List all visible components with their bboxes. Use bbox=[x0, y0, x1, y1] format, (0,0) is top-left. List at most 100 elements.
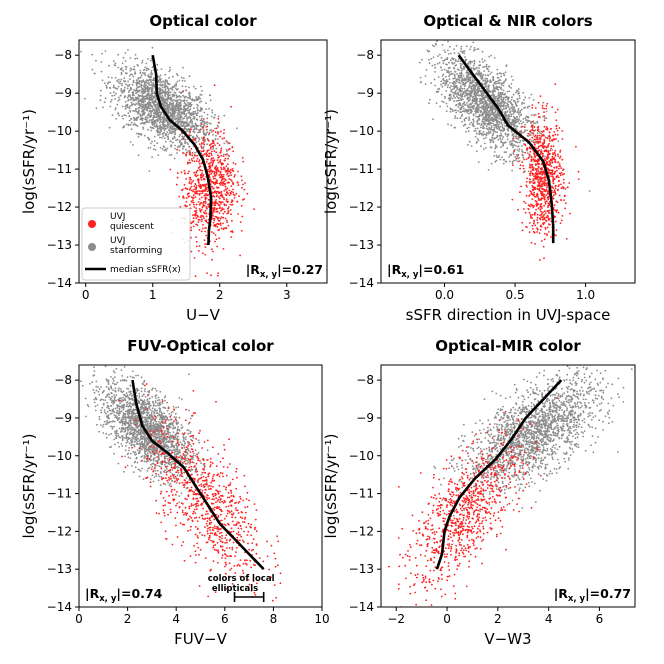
data-point bbox=[224, 157, 227, 160]
data-point bbox=[95, 59, 97, 62]
data-point bbox=[216, 190, 219, 193]
data-point bbox=[191, 125, 194, 127]
data-point bbox=[432, 37, 434, 39]
data-point bbox=[511, 109, 514, 112]
data-point bbox=[220, 163, 223, 166]
data-point bbox=[517, 160, 519, 163]
data-point bbox=[114, 98, 116, 100]
data-point bbox=[209, 167, 212, 169]
scatter-points bbox=[414, 37, 591, 261]
data-point bbox=[460, 115, 463, 118]
data-point bbox=[207, 203, 209, 206]
data-point bbox=[150, 97, 153, 100]
data-point bbox=[129, 78, 131, 80]
data-point bbox=[182, 90, 185, 92]
data-point bbox=[203, 239, 206, 242]
data-point bbox=[175, 102, 178, 105]
data-point bbox=[480, 114, 483, 116]
data-point bbox=[136, 113, 139, 115]
data-point bbox=[185, 148, 187, 151]
data-point bbox=[199, 202, 202, 205]
data-point bbox=[192, 157, 195, 159]
data-point bbox=[484, 80, 487, 82]
data-point bbox=[198, 190, 201, 192]
data-point bbox=[183, 100, 186, 103]
data-point bbox=[119, 94, 122, 97]
data-point bbox=[226, 212, 229, 215]
data-point bbox=[520, 122, 523, 125]
data-point bbox=[490, 128, 492, 131]
data-point bbox=[497, 82, 499, 85]
data-point bbox=[532, 134, 535, 136]
data-point bbox=[508, 84, 511, 87]
data-point bbox=[510, 103, 513, 106]
data-point bbox=[193, 100, 196, 102]
data-point bbox=[507, 106, 510, 108]
data-point bbox=[484, 95, 487, 97]
data-point bbox=[232, 150, 235, 153]
data-point bbox=[204, 202, 207, 205]
data-point bbox=[222, 212, 225, 215]
data-point bbox=[480, 72, 482, 75]
annotation-value: |=0.27 bbox=[277, 262, 323, 277]
data-point bbox=[202, 128, 205, 131]
data-point bbox=[168, 106, 171, 108]
data-point bbox=[482, 137, 485, 140]
data-point bbox=[149, 78, 151, 81]
data-point bbox=[208, 132, 211, 135]
data-point bbox=[479, 102, 482, 105]
data-point bbox=[163, 119, 165, 122]
data-point bbox=[513, 135, 515, 138]
data-point bbox=[189, 131, 192, 133]
data-point bbox=[171, 100, 174, 102]
data-point bbox=[492, 96, 495, 99]
data-point bbox=[140, 83, 142, 86]
data-point bbox=[206, 123, 208, 125]
data-point bbox=[183, 96, 186, 99]
data-point bbox=[522, 131, 524, 134]
data-point bbox=[494, 100, 497, 102]
data-point bbox=[502, 96, 505, 99]
data-point bbox=[452, 82, 455, 84]
data-point bbox=[442, 101, 445, 104]
data-point bbox=[492, 133, 495, 135]
data-point bbox=[202, 118, 205, 120]
data-point bbox=[159, 74, 162, 77]
data-point bbox=[173, 137, 176, 139]
data-point bbox=[226, 221, 229, 224]
data-point bbox=[151, 119, 153, 121]
data-point bbox=[154, 109, 157, 112]
data-point bbox=[213, 174, 216, 177]
data-point bbox=[494, 130, 497, 133]
data-point bbox=[519, 109, 522, 112]
data-point bbox=[495, 159, 498, 162]
data-point bbox=[186, 99, 188, 102]
data-point bbox=[449, 52, 452, 55]
data-point bbox=[183, 121, 185, 124]
data-point bbox=[214, 168, 217, 171]
data-point bbox=[468, 92, 471, 95]
data-point bbox=[199, 210, 202, 213]
data-point bbox=[478, 67, 480, 70]
data-point bbox=[145, 84, 148, 86]
data-point bbox=[176, 118, 179, 121]
data-point bbox=[466, 80, 469, 83]
data-point bbox=[489, 118, 492, 120]
data-point bbox=[495, 95, 498, 98]
data-point bbox=[495, 82, 497, 85]
data-point bbox=[160, 111, 163, 114]
data-point bbox=[193, 85, 195, 88]
data-point bbox=[219, 171, 222, 174]
data-point bbox=[231, 169, 234, 172]
data-point bbox=[467, 106, 470, 108]
data-point bbox=[536, 120, 539, 123]
data-point bbox=[169, 127, 171, 130]
data-point bbox=[206, 151, 209, 153]
data-point bbox=[484, 123, 487, 125]
data-point bbox=[150, 59, 152, 62]
data-point bbox=[157, 79, 160, 82]
data-point bbox=[159, 113, 162, 116]
data-point bbox=[504, 71, 507, 74]
data-point bbox=[201, 172, 204, 175]
data-point bbox=[505, 141, 507, 144]
